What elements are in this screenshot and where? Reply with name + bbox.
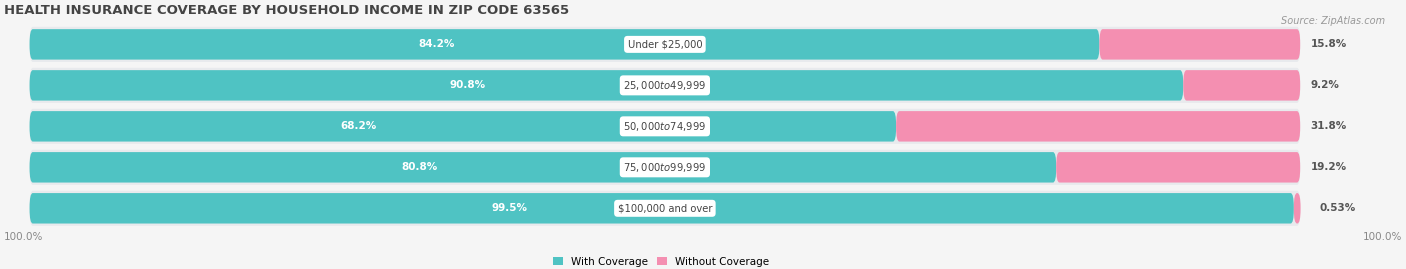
Text: Under $25,000: Under $25,000 [627, 39, 702, 49]
Text: 9.2%: 9.2% [1310, 80, 1340, 90]
FancyBboxPatch shape [1294, 193, 1301, 224]
FancyBboxPatch shape [30, 152, 1056, 183]
FancyBboxPatch shape [896, 111, 1301, 141]
FancyBboxPatch shape [30, 68, 1301, 103]
FancyBboxPatch shape [30, 29, 1099, 60]
Text: $75,000 to $99,999: $75,000 to $99,999 [623, 161, 706, 174]
Text: 68.2%: 68.2% [340, 121, 377, 131]
FancyBboxPatch shape [1184, 70, 1301, 101]
Text: HEALTH INSURANCE COVERAGE BY HOUSEHOLD INCOME IN ZIP CODE 63565: HEALTH INSURANCE COVERAGE BY HOUSEHOLD I… [4, 4, 569, 17]
Text: 100.0%: 100.0% [1362, 232, 1402, 242]
Text: 19.2%: 19.2% [1310, 162, 1347, 172]
Text: 15.8%: 15.8% [1310, 39, 1347, 49]
Text: 99.5%: 99.5% [492, 203, 529, 213]
Text: 31.8%: 31.8% [1310, 121, 1347, 131]
Text: 84.2%: 84.2% [418, 39, 454, 49]
Text: $25,000 to $49,999: $25,000 to $49,999 [623, 79, 706, 92]
Legend: With Coverage, Without Coverage: With Coverage, Without Coverage [553, 257, 769, 267]
FancyBboxPatch shape [30, 191, 1301, 226]
FancyBboxPatch shape [30, 193, 1294, 224]
Text: Source: ZipAtlas.com: Source: ZipAtlas.com [1281, 16, 1385, 26]
FancyBboxPatch shape [30, 111, 896, 141]
FancyBboxPatch shape [1099, 29, 1301, 60]
Text: $50,000 to $74,999: $50,000 to $74,999 [623, 120, 706, 133]
FancyBboxPatch shape [30, 70, 1184, 101]
FancyBboxPatch shape [30, 150, 1301, 185]
Text: 100.0%: 100.0% [4, 232, 44, 242]
Text: 0.53%: 0.53% [1320, 203, 1355, 213]
Text: 90.8%: 90.8% [450, 80, 486, 90]
FancyBboxPatch shape [30, 109, 1301, 144]
Text: $100,000 and over: $100,000 and over [617, 203, 711, 213]
Text: 80.8%: 80.8% [402, 162, 437, 172]
FancyBboxPatch shape [1056, 152, 1301, 183]
FancyBboxPatch shape [30, 27, 1301, 62]
